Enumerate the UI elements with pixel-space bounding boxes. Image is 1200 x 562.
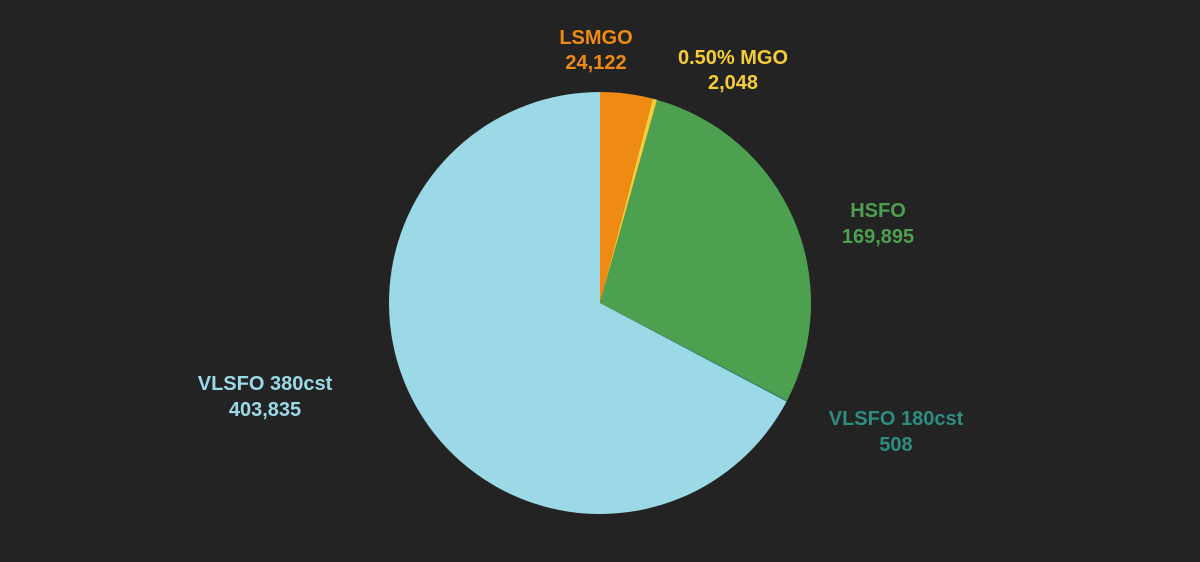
slice-value-hsfo: 169,895	[842, 226, 914, 248]
slice-value-vlsfo-380cst: 403,835	[229, 399, 301, 421]
slice-label-vlsfo-180cst: VLSFO 180cst	[829, 408, 964, 430]
pie-slice-lsmgo	[600, 92, 653, 303]
pie-slice-vlsfo-380cst	[389, 92, 787, 514]
pie-slice-hsfo	[600, 99, 811, 401]
pie-slice-0-50-mgo	[600, 98, 658, 304]
pie-slice-vlsfo-180cst	[600, 303, 788, 402]
slice-label-vlsfo-380cst: VLSFO 380cst	[198, 373, 333, 395]
slice-label-lsmgo: LSMGO	[559, 27, 632, 49]
slice-value-vlsfo-180cst: 508	[879, 434, 912, 456]
pie-slices	[389, 92, 811, 514]
slice-label-hsfo: HSFO	[850, 200, 906, 222]
slice-label-0-50-mgo: 0.50% MGO	[678, 47, 788, 69]
slice-value-0-50-mgo: 2,048	[708, 72, 758, 94]
pie-labels: LSMGO 24,122 0.50% MGO 2,048 HSFO 169,895 VLSF…	[198, 27, 964, 456]
slice-value-lsmgo: 24,122	[565, 52, 626, 74]
